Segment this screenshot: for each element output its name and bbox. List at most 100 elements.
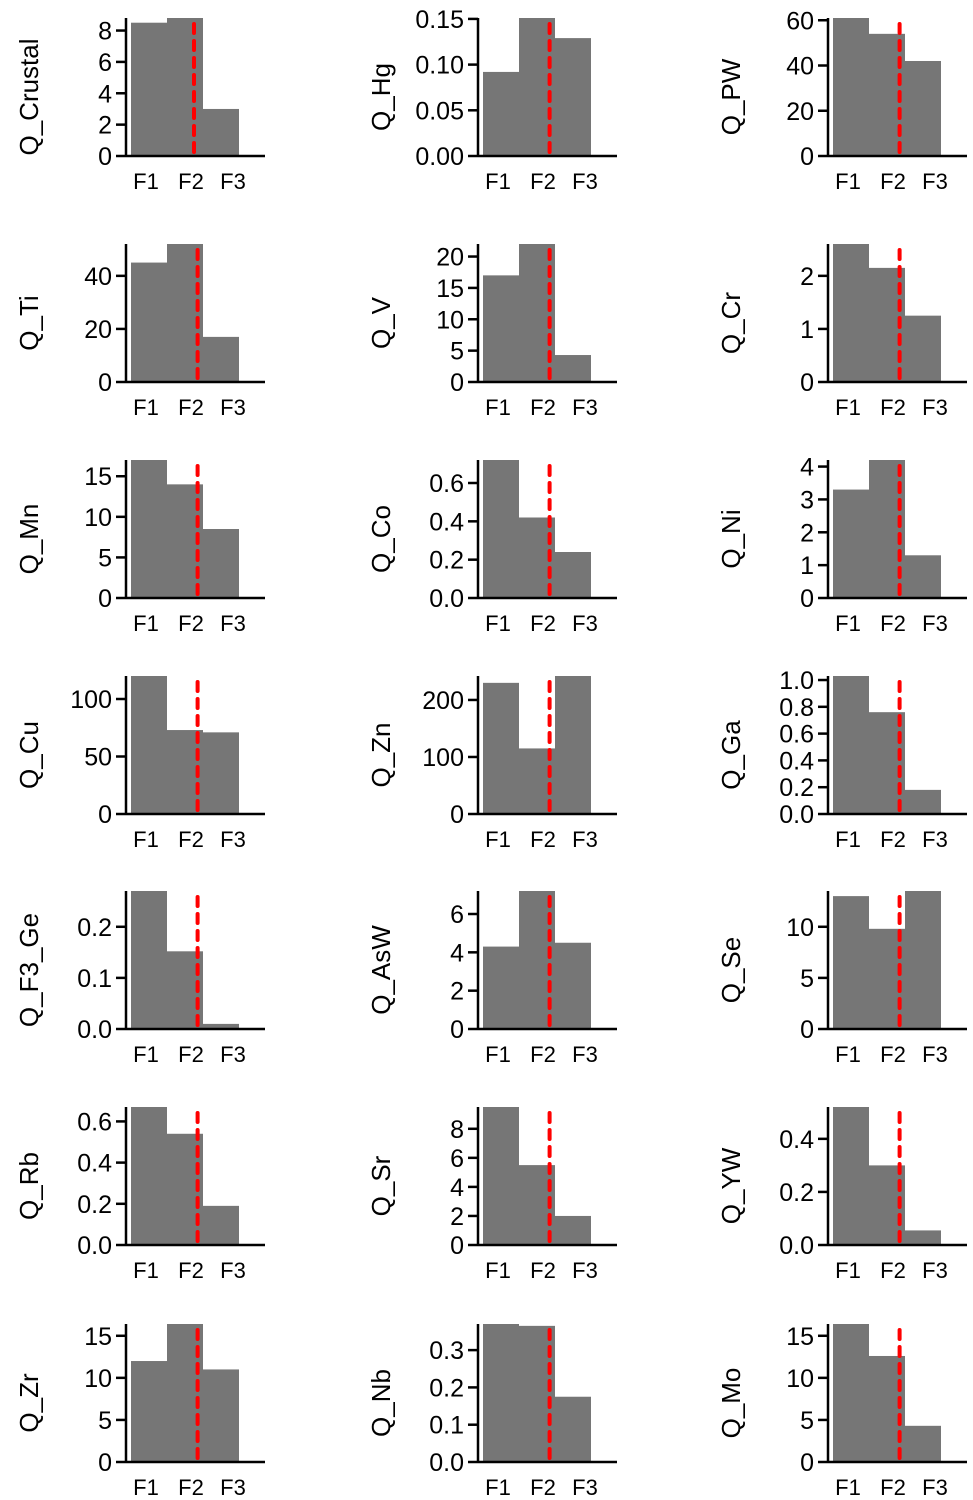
y-axis-title: Q_AsW — [366, 925, 396, 1015]
panel-q-v: 0 5 10 15 20 F1 F2 F3 Q_V — [366, 244, 617, 420]
x-tick-label: F3 — [220, 395, 246, 420]
x-tick-label: F1 — [485, 1475, 511, 1500]
x-tick-label: F1 — [835, 1475, 861, 1500]
bar-f1 — [483, 71, 519, 156]
y-axis-title: Q_Zn — [366, 722, 396, 787]
bar-f3 — [555, 355, 591, 382]
y-tick-label: 4 — [98, 80, 112, 108]
x-tick-label: F2 — [178, 169, 204, 194]
x-tick-label: F1 — [133, 1475, 159, 1500]
bar-f3 — [905, 555, 941, 598]
bar-f1 — [483, 460, 519, 598]
bar-f1 — [833, 676, 869, 814]
y-tick-label: 2 — [450, 978, 464, 1006]
bar-f3 — [905, 789, 941, 814]
y-tick-label: 0.8 — [779, 694, 814, 722]
x-tick-label: F1 — [133, 1042, 159, 1067]
y-tick-label: 5 — [800, 1407, 814, 1435]
y-tick-label: 10 — [786, 914, 814, 942]
panel-q-cr: 0 1 2 F1 F2 F3 Q_Cr — [716, 244, 967, 420]
y-tick-label: 20 — [786, 98, 814, 126]
panel-q-rb: 0.0 0.2 0.4 0.6 F1 F2 F3 Q_Rb — [14, 1107, 265, 1283]
y-tick-label: 0.3 — [429, 1337, 464, 1365]
y-tick-label: 0 — [450, 801, 464, 829]
y-tick-label: 0.6 — [429, 470, 464, 498]
y-tick-label: 0.2 — [779, 774, 814, 802]
y-tick-label: 0.0 — [779, 801, 814, 829]
y-tick-label: 0.2 — [779, 1179, 814, 1207]
bar-f1 — [483, 682, 519, 814]
bar-f3 — [555, 552, 591, 598]
panel-q-hg: 0.00 0.05 0.10 0.15 F1 F2 F3 Q_Hg — [366, 6, 617, 194]
y-tick-label: 0.2 — [77, 1191, 112, 1219]
y-tick-label: 0 — [98, 369, 112, 397]
y-tick-label: 0 — [450, 1016, 464, 1044]
x-tick-label: F2 — [880, 827, 906, 852]
x-tick-label: F3 — [220, 827, 246, 852]
y-tick-label: 1 — [800, 552, 814, 580]
x-tick-label: F1 — [835, 611, 861, 636]
panel-q-co: 0.0 0.2 0.4 0.6 F1 F2 F3 Q_Co — [366, 460, 617, 636]
x-tick-label: F1 — [485, 1042, 511, 1067]
y-tick-label: 0 — [98, 801, 112, 829]
x-tick-label: F1 — [133, 395, 159, 420]
bar-f1 — [833, 18, 869, 156]
bar-f1 — [131, 460, 167, 598]
x-tick-label: F2 — [880, 1475, 906, 1500]
x-tick-label: F3 — [572, 1042, 598, 1067]
bar-f1 — [833, 244, 869, 382]
y-tick-label: 60 — [786, 7, 814, 35]
y-tick-label: 2 — [98, 112, 112, 140]
x-tick-label: F3 — [572, 169, 598, 194]
y-tick-label: 0.4 — [429, 508, 464, 536]
y-axis-title: Q_V — [366, 296, 396, 349]
y-tick-label: 100 — [422, 744, 464, 772]
y-tick-label: 0.6 — [779, 721, 814, 749]
y-tick-label: 2 — [800, 519, 814, 547]
panel-q-asw: 0 2 4 6 F1 F2 F3 Q_AsW — [366, 891, 617, 1067]
bar-f3 — [555, 1396, 591, 1462]
x-tick-label: F1 — [485, 169, 511, 194]
y-axis-title: Q_F3_Ge — [14, 913, 44, 1027]
x-tick-label: F3 — [220, 1475, 246, 1500]
y-tick-label: 5 — [98, 544, 112, 572]
y-tick-label: 5 — [98, 1407, 112, 1435]
x-tick-label: F3 — [922, 611, 948, 636]
x-tick-label: F3 — [572, 827, 598, 852]
bar-f1 — [131, 891, 167, 1029]
bar-f1 — [131, 1361, 167, 1462]
y-tick-label: 15 — [786, 1323, 814, 1351]
bar-f1 — [483, 1324, 519, 1462]
bar-f2 — [869, 928, 905, 1029]
x-tick-label: F3 — [922, 169, 948, 194]
bar-f3 — [905, 1230, 941, 1245]
y-tick-label: 6 — [450, 901, 464, 929]
y-tick-label: 0.15 — [415, 6, 464, 34]
x-tick-label: F1 — [133, 611, 159, 636]
x-tick-label: F2 — [530, 1258, 556, 1283]
y-axis-title: Q_Mn — [14, 504, 44, 575]
bar-f3 — [555, 942, 591, 1029]
x-tick-label: F2 — [880, 169, 906, 194]
bar-f3 — [555, 1215, 591, 1245]
x-tick-label: F1 — [133, 1258, 159, 1283]
y-tick-label: 15 — [84, 463, 112, 491]
x-tick-label: F2 — [178, 1258, 204, 1283]
x-tick-label: F1 — [835, 169, 861, 194]
y-tick-label: 0.0 — [429, 1449, 464, 1477]
y-tick-label: 0.05 — [415, 97, 464, 125]
y-tick-label: 40 — [786, 53, 814, 81]
y-axis-title: Q_YW — [716, 1147, 746, 1224]
x-tick-label: F1 — [835, 1042, 861, 1067]
bar-f3 — [203, 732, 239, 814]
y-axis-title: Q_Cu — [14, 721, 44, 789]
y-tick-label: 0 — [800, 1449, 814, 1477]
y-tick-label: 0.10 — [415, 52, 464, 80]
x-tick-label: F3 — [922, 395, 948, 420]
y-tick-label: 0.1 — [77, 965, 112, 993]
x-tick-label: F2 — [178, 611, 204, 636]
y-tick-label: 40 — [84, 263, 112, 291]
y-tick-label: 0 — [98, 143, 112, 171]
y-tick-label: 8 — [450, 1116, 464, 1144]
